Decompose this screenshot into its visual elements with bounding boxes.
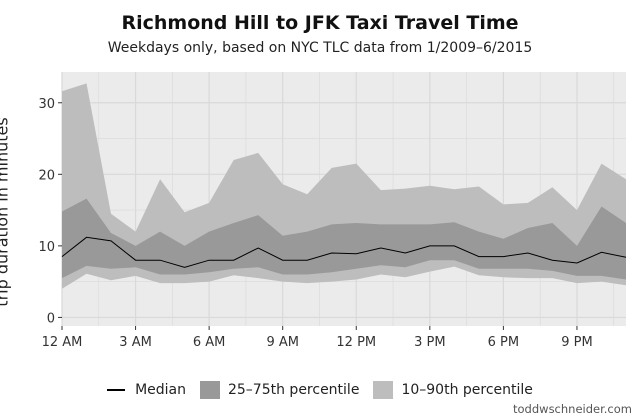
x-tick-label: 12 AM: [42, 335, 83, 350]
x-tick-label: 9 AM: [266, 335, 299, 350]
credit-text: toddwschneider.com: [513, 402, 632, 416]
legend-item-p10-90: 10–90th percentile: [373, 381, 533, 399]
chart-title: Richmond Hill to JFK Taxi Travel Time: [121, 12, 519, 34]
x-tick-label: 6 PM: [488, 335, 519, 350]
chart-subtitle: Weekdays only, based on NYC TLC data fro…: [107, 40, 533, 56]
legend-item-iqr: 25–75th percentile: [199, 381, 360, 399]
legend-median-label: Median: [135, 382, 186, 398]
y-tick-label: 20: [38, 168, 55, 183]
legend-median-swatch: [107, 389, 126, 391]
legend-iqr-swatch: [199, 381, 220, 399]
y-tick-label: 0: [47, 311, 55, 326]
x-tick-label: 3 AM: [119, 335, 152, 350]
chart-plot: 0 10 20 30 12 AM 3 AM 6 AM 9 AM 12 PM 3 PM 6 PM 9 P…: [38, 72, 627, 350]
x-tick-label: 3 PM: [414, 335, 445, 350]
y-tick-label: 30: [38, 97, 55, 112]
x-tick-label: 9 PM: [561, 335, 592, 350]
legend-item-median: Median: [107, 382, 186, 398]
band-25-75th-percentile: [62, 198, 626, 280]
x-tick-label: 6 AM: [193, 335, 226, 350]
legend-iqr-label: 25–75th percentile: [227, 382, 360, 398]
median-line: [61, 236, 627, 268]
legend-p10-90-swatch: [373, 381, 394, 399]
legend-p10-90-label: 10–90th percentile: [401, 382, 533, 398]
legend: Median 25–75th percentile 10–90th percen…: [0, 381, 640, 399]
x-tick-label: 12 PM: [336, 335, 376, 350]
y-tick-label: 10: [38, 240, 55, 255]
